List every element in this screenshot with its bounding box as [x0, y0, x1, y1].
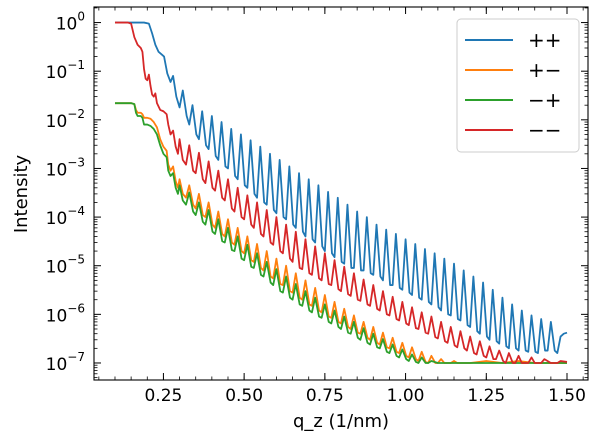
- x-tick-label: 0.50: [225, 386, 263, 406]
- y-tick-label: 10−7: [46, 350, 85, 375]
- legend-entries: ++ +− −+ −−: [465, 28, 562, 142]
- x-tick-label: 0.25: [144, 386, 182, 406]
- x-axis: 0.25 0.50 0.75 1.00 1.25 1.50: [98, 7, 586, 406]
- y-tick-label: 10−1: [46, 58, 85, 83]
- y-tick-label: 100: [56, 10, 85, 35]
- x-tick-label: 1.00: [387, 386, 425, 406]
- series-layer: [114, 21, 568, 364]
- series-line-3: [114, 102, 568, 364]
- series-line-1: [114, 21, 568, 354]
- y-tick-label: 10−5: [46, 253, 85, 278]
- series-line-2: [114, 102, 568, 364]
- x-tick-label: 1.25: [467, 386, 505, 406]
- y-axis: 100 10−1 10−2 10−3 10−4 10−5 10−6 10−7: [46, 7, 588, 379]
- x-tick-label: 1.50: [548, 386, 586, 406]
- y-tick-label: 10−3: [46, 155, 85, 180]
- x-axis-label: q_z (1/nm): [293, 411, 389, 432]
- x-tick-label: 0.75: [306, 386, 344, 406]
- legend-label-4: −−: [528, 118, 562, 142]
- series-line-4: [114, 21, 568, 364]
- legend-label-3: −+: [528, 88, 562, 112]
- legend-box: [456, 18, 580, 153]
- legend-label-2: +−: [528, 58, 562, 82]
- y-tick-label: 10−2: [46, 107, 85, 132]
- y-axis-label: Intensity: [11, 154, 32, 233]
- legend: ++ +− −+ −−: [456, 18, 580, 153]
- y-tick-label: 10−6: [46, 301, 85, 326]
- y-tick-label: 10−4: [46, 204, 85, 229]
- legend-label-1: ++: [528, 28, 562, 52]
